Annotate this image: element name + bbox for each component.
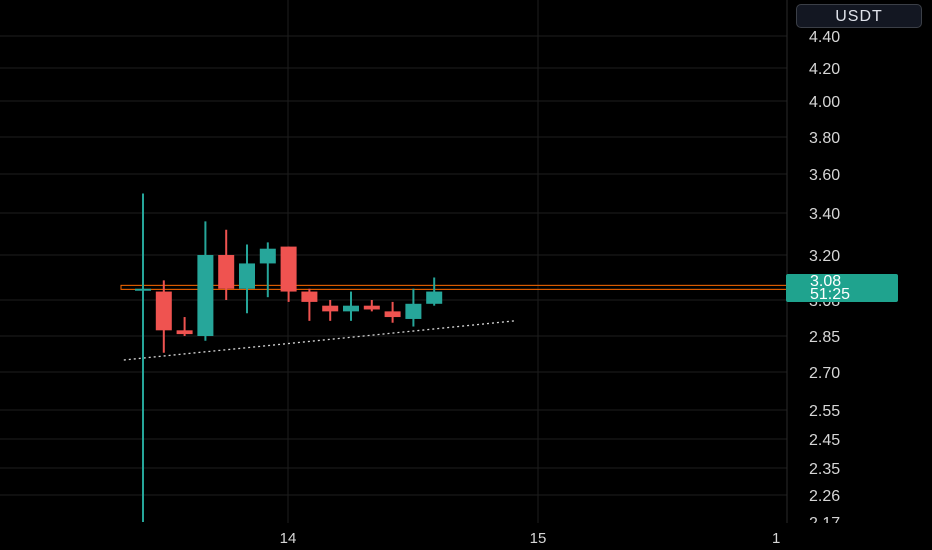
currency-label: USDT xyxy=(835,8,883,25)
price-tick-label: 2.35 xyxy=(809,461,840,478)
candle-body xyxy=(280,246,297,292)
candle-body xyxy=(363,305,380,310)
price-tick-label: 3.40 xyxy=(809,206,840,223)
last-price-tag: 3.08 51:25 xyxy=(786,273,898,303)
candle-body xyxy=(259,248,276,264)
last-price: 3.08 xyxy=(810,273,842,290)
candle-body xyxy=(176,330,193,335)
candle-body xyxy=(155,291,172,331)
price-tick-label: 4.40 xyxy=(809,29,840,46)
price-tick-label: 2.55 xyxy=(809,403,840,420)
price-tick-label: 4.20 xyxy=(809,61,840,78)
time-tick-label: 15 xyxy=(530,530,547,547)
price-tick-label: 2.70 xyxy=(809,365,840,382)
price-tick-label: 3.60 xyxy=(809,167,840,184)
price-tick-label: 2.45 xyxy=(809,432,840,449)
price-tick-label: 2.26 xyxy=(809,488,840,505)
candle-body xyxy=(384,311,401,318)
price-tick-label: 3.20 xyxy=(809,248,840,265)
currency-button[interactable]: USDT xyxy=(796,4,922,28)
price-tick-label: 2.85 xyxy=(809,329,840,346)
candles xyxy=(135,193,443,522)
candle-body xyxy=(301,291,318,302)
grid xyxy=(0,0,787,523)
candle-body xyxy=(343,305,359,312)
time-axis-bg xyxy=(0,523,787,550)
candle-body xyxy=(239,263,255,289)
axis-corner xyxy=(787,523,932,550)
candle-body xyxy=(218,255,235,289)
time-tick-label: 1 xyxy=(772,530,780,547)
candle-body xyxy=(405,303,422,319)
trendline xyxy=(123,320,516,361)
bar-countdown: 51:25 xyxy=(810,286,851,303)
candle-body xyxy=(197,255,214,336)
trendline-dotted xyxy=(123,320,516,361)
candle-body xyxy=(322,305,339,312)
candle-body xyxy=(135,288,151,291)
candle-body xyxy=(426,291,443,304)
price-tick-label: 4.00 xyxy=(809,94,840,111)
time-tick-label: 14 xyxy=(280,530,297,547)
time-axis: 14 15 1 xyxy=(280,530,781,547)
price-tick-label: 3.80 xyxy=(809,130,840,147)
